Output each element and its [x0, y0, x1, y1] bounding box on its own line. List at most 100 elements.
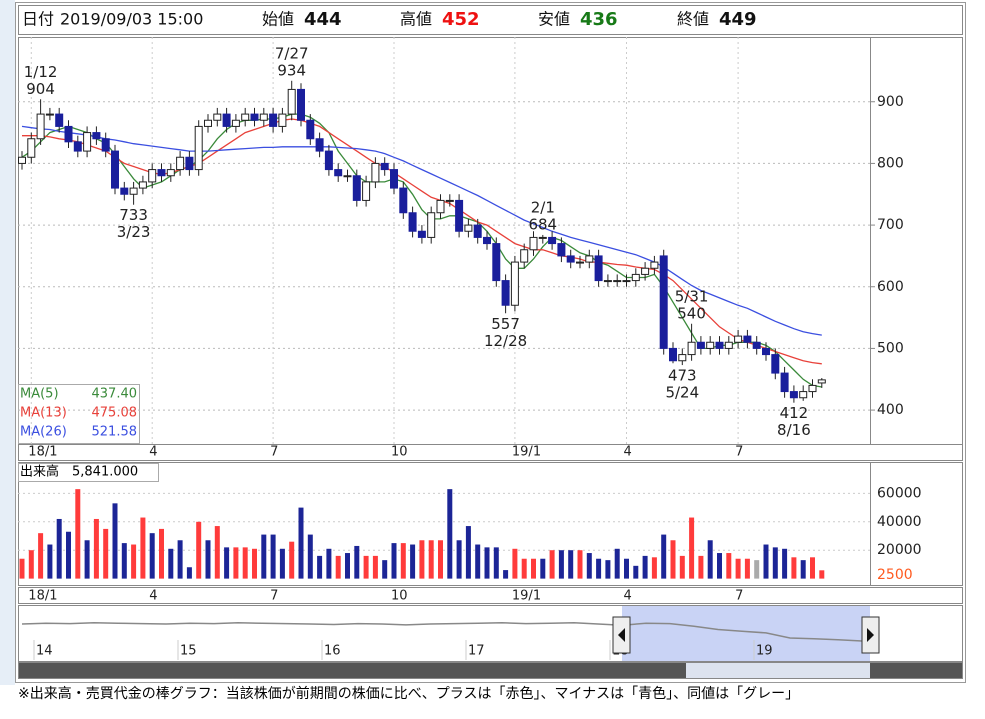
- legend-name: MA(26): [20, 425, 67, 440]
- volume-bar: [512, 548, 518, 579]
- candle-body: [352, 175, 361, 201]
- volume-bar: [382, 560, 388, 579]
- candle-body: [380, 162, 389, 171]
- volume-bar: [763, 544, 769, 579]
- candle-body: [92, 132, 101, 140]
- candle-body: [157, 169, 166, 177]
- volume-bar: [140, 517, 146, 579]
- legend-name: MA(13): [20, 406, 67, 421]
- volume-bar: [410, 544, 416, 579]
- volume-bar: [447, 489, 453, 579]
- volume-bar: [586, 553, 592, 579]
- candle-body: [538, 236, 547, 239]
- legend-value: 521.58: [92, 425, 138, 440]
- y-tick-label: 20000: [877, 542, 922, 558]
- header-low: 436: [580, 9, 618, 30]
- volume-bar: [810, 557, 815, 579]
- candle-body: [817, 379, 826, 384]
- x-tick-label: 4: [624, 445, 632, 460]
- candle-body: [594, 255, 603, 282]
- candle-body: [799, 391, 808, 399]
- volume-bar: [772, 547, 778, 579]
- navigator-selection[interactable]: [622, 606, 870, 661]
- candle-body: [250, 113, 259, 121]
- volume-bar: [47, 544, 53, 579]
- volume-bar: [493, 547, 499, 579]
- candle-body: [743, 335, 752, 343]
- volume-bar: [345, 553, 350, 579]
- candle-body: [548, 236, 557, 245]
- candle-body: [752, 341, 761, 349]
- volume-bar: [465, 526, 471, 579]
- volume-title: 出来高: [20, 464, 59, 480]
- scroll-thumb[interactable]: [686, 663, 870, 678]
- candle-body: [771, 354, 780, 374]
- volume-bar: [782, 548, 788, 579]
- volume-bar: [335, 555, 341, 579]
- annotation-value: 473: [668, 367, 697, 385]
- y-tick-label: 60000: [877, 485, 922, 501]
- volume-bar: [438, 540, 443, 579]
- volume-bar: [38, 533, 44, 579]
- ma-line: [21, 113, 822, 388]
- volume-bar: [354, 545, 360, 579]
- candle-body: [501, 280, 510, 306]
- legend-value: 475.08: [92, 406, 138, 421]
- volume-bar: [605, 560, 611, 579]
- candle-body: [390, 169, 398, 189]
- header-label: 安値: [538, 10, 570, 29]
- volume-bar: [177, 540, 183, 579]
- volume-bar: [19, 558, 25, 579]
- x-tick-label: 19/1: [512, 445, 541, 460]
- volume-bar: [503, 570, 509, 579]
- candle-body: [483, 236, 491, 245]
- header-open: 444: [304, 9, 342, 30]
- volume-bar: [679, 555, 685, 579]
- annotation-value: 540: [677, 304, 706, 322]
- volume-bar: [698, 555, 704, 579]
- candle-body: [222, 113, 231, 127]
- candle-body: [231, 119, 240, 127]
- candle-body: [696, 341, 705, 349]
- candle-body: [724, 341, 733, 349]
- candle-body: [427, 212, 436, 238]
- volume-bar: [475, 544, 481, 579]
- volume-bar: [744, 558, 750, 579]
- volume-bar: [317, 555, 323, 579]
- volume-bar: [121, 543, 127, 579]
- candle-body: [603, 280, 612, 283]
- ma-line: [21, 125, 822, 336]
- volume-current: 5,841.000: [72, 465, 138, 480]
- candle-body: [631, 273, 640, 282]
- candle-body: [148, 169, 157, 183]
- header-date: 2019/09/03 15:00: [60, 10, 203, 29]
- volume-marker: 2500: [877, 567, 913, 583]
- footnote: ※出来高・売買代金の棒グラフ：当該株価が前期間の株価に比べ、プラスは「赤色」、マ…: [18, 685, 799, 702]
- candle-body: [297, 88, 305, 121]
- x-tick-label: 7: [735, 445, 743, 460]
- x-tick-label: 4: [149, 589, 157, 604]
- nav-tick-label: 14: [36, 644, 53, 659]
- legend-name: MA(5): [20, 387, 59, 402]
- header-label: 高値: [400, 10, 432, 29]
- header-high: 452: [442, 9, 480, 30]
- candle-body: [64, 125, 73, 143]
- candle-body: [520, 249, 529, 263]
- candle-body: [566, 255, 575, 263]
- candle-body: [408, 212, 417, 232]
- volume-bar: [661, 534, 667, 579]
- annotation-date: 5/24: [665, 384, 699, 402]
- candle-body: [780, 372, 789, 393]
- candle-body: [269, 113, 278, 127]
- candle-body: [83, 132, 92, 152]
- y-tick-label: 900: [877, 94, 904, 110]
- header-label: 日付: [22, 10, 54, 29]
- annotation-value: 904: [26, 80, 55, 98]
- candle-body: [455, 199, 464, 232]
- candle-body: [241, 113, 250, 121]
- candle-body: [45, 113, 54, 116]
- volume-bar: [754, 560, 760, 579]
- candle-body: [510, 261, 519, 306]
- annotation-date: 2/1: [531, 198, 555, 216]
- annotation-date: 7/27: [275, 44, 309, 62]
